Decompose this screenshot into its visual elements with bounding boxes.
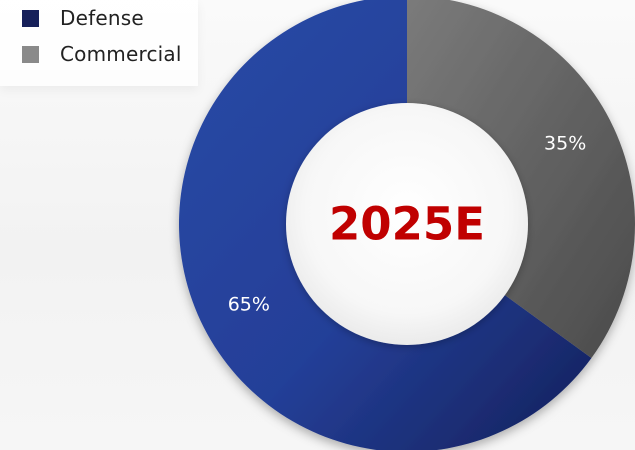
legend-swatch-commercial: [22, 45, 39, 63]
legend-label-commercial: Commercial: [60, 42, 182, 66]
chart-title: 2025E: [329, 198, 485, 251]
chart-legend: Defense Commercial: [0, 0, 198, 86]
donut-slice-commercial: [407, 0, 635, 359]
data-label-defense: 65%: [228, 294, 270, 316]
data-label-commercial: 35%: [544, 132, 586, 154]
legend-label-defense: Defense: [60, 6, 144, 30]
donut-center: [286, 103, 528, 345]
legend-item-defense: Defense: [22, 5, 144, 31]
legend-item-commercial: Commercial: [22, 41, 182, 67]
legend-swatch-defense: [22, 9, 39, 27]
